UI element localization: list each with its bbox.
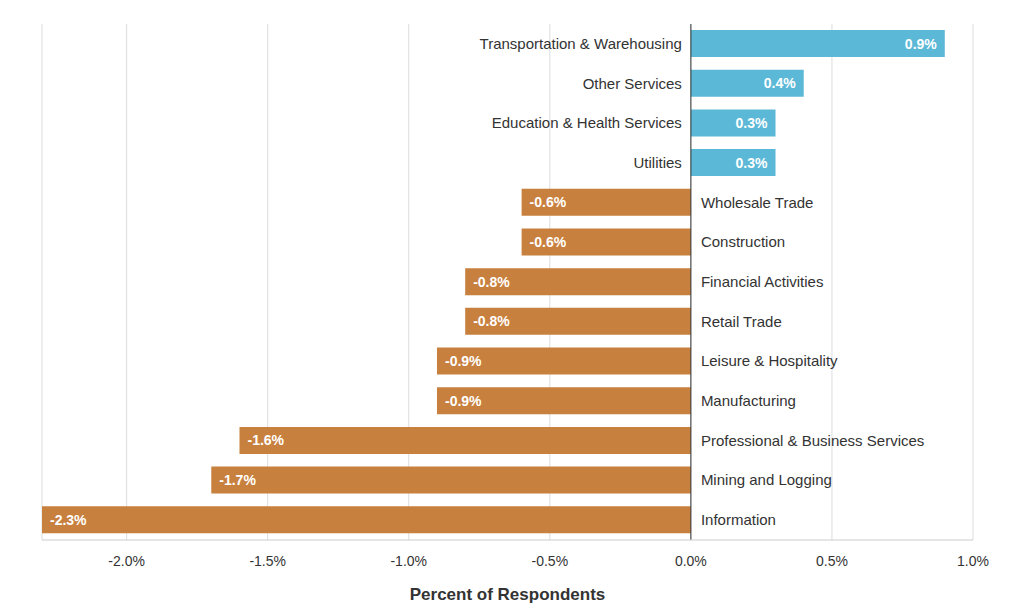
svg-text:-1.5%: -1.5%: [249, 553, 286, 569]
svg-text:0.0%: 0.0%: [675, 553, 707, 569]
svg-text:-0.8%: -0.8%: [473, 274, 510, 290]
svg-text:-0.5%: -0.5%: [532, 553, 569, 569]
svg-text:0.3%: 0.3%: [736, 155, 768, 171]
svg-text:-2.0%: -2.0%: [108, 553, 145, 569]
svg-text:-2.3%: -2.3%: [50, 512, 87, 528]
svg-text:-0.8%: -0.8%: [473, 313, 510, 329]
svg-text:Mining and Logging: Mining and Logging: [701, 471, 832, 488]
svg-text:Manufacturing: Manufacturing: [701, 392, 796, 409]
svg-text:0.9%: 0.9%: [905, 36, 937, 52]
svg-text:Financial Activities: Financial Activities: [701, 273, 824, 290]
svg-text:-0.6%: -0.6%: [530, 194, 567, 210]
svg-text:Percent of Respondents: Percent of Respondents: [410, 585, 606, 604]
svg-text:-0.9%: -0.9%: [445, 393, 482, 409]
svg-text:-0.6%: -0.6%: [530, 234, 567, 250]
svg-text:-1.0%: -1.0%: [390, 553, 427, 569]
svg-text:-1.6%: -1.6%: [247, 432, 284, 448]
svg-text:-1.7%: -1.7%: [219, 472, 256, 488]
svg-text:Utilities: Utilities: [634, 154, 682, 171]
svg-text:Professional & Business Servic: Professional & Business Services: [701, 432, 924, 449]
svg-text:0.4%: 0.4%: [764, 75, 796, 91]
svg-text:Construction: Construction: [701, 233, 785, 250]
svg-text:Retail Trade: Retail Trade: [701, 313, 782, 330]
svg-text:Information: Information: [701, 511, 776, 528]
svg-text:Other Services: Other Services: [583, 75, 682, 92]
svg-text:Wholesale Trade: Wholesale Trade: [701, 194, 814, 211]
svg-text:0.5%: 0.5%: [816, 553, 848, 569]
svg-text:Transportation & Warehousing: Transportation & Warehousing: [480, 35, 682, 52]
svg-text:0.3%: 0.3%: [736, 115, 768, 131]
svg-text:Education & Health Services: Education & Health Services: [492, 114, 682, 131]
svg-text:1.0%: 1.0%: [957, 553, 989, 569]
svg-text:-0.9%: -0.9%: [445, 353, 482, 369]
svg-text:Leisure & Hospitality: Leisure & Hospitality: [701, 352, 838, 369]
